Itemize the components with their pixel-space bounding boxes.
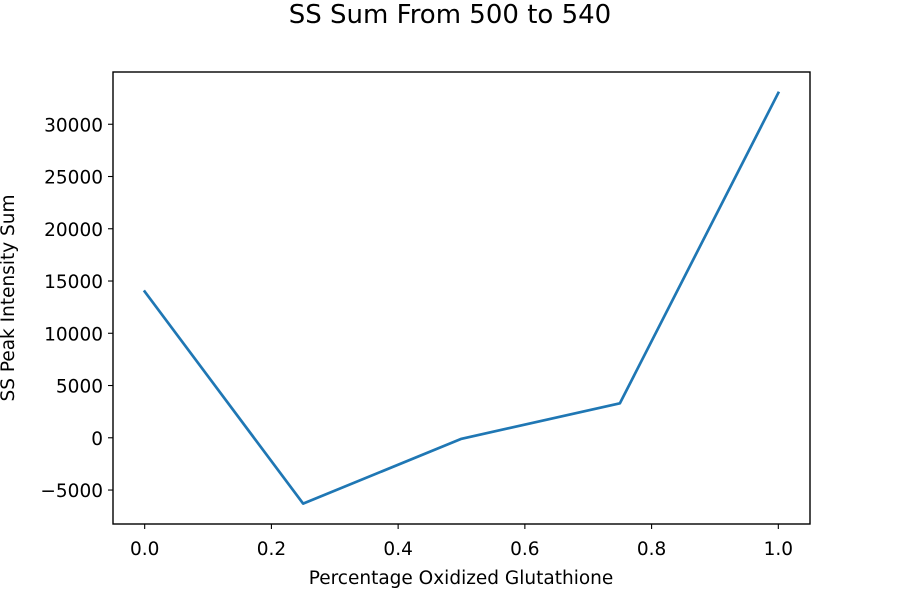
y-tick-label: 5000 <box>56 377 103 398</box>
y-tick-label: −5000 <box>40 481 103 502</box>
x-tick-label: 0.4 <box>383 539 412 560</box>
y-axis: −5000 0 5000 10000 15000 20000 25000 30000 <box>40 115 113 502</box>
x-axis-label: Percentage Oxidized Glutathione <box>309 568 614 589</box>
y-tick-label: 25000 <box>44 168 103 189</box>
x-tick-label: 0.8 <box>637 539 666 560</box>
y-tick-label: 20000 <box>44 220 103 241</box>
series-line <box>142 91 781 505</box>
y-tick-label: 30000 <box>44 115 103 136</box>
plot-frame <box>112 71 811 525</box>
y-tick-label: 10000 <box>44 324 103 345</box>
y-tick-label: 0 <box>91 429 103 450</box>
plot-area <box>112 71 811 525</box>
y-tick-label: 15000 <box>44 272 103 293</box>
x-tick-label: 0.2 <box>257 539 286 560</box>
x-tick-label: 0.0 <box>130 539 159 560</box>
x-tick-label: 0.6 <box>510 539 539 560</box>
x-axis: 0.0 0.2 0.4 0.6 0.8 1.0 <box>130 524 793 560</box>
x-tick-label: 1.0 <box>764 539 793 560</box>
y-axis-label: SS Peak Intensity Sum <box>0 194 19 401</box>
chart-title: SS Sum From 500 to 540 <box>289 0 611 30</box>
